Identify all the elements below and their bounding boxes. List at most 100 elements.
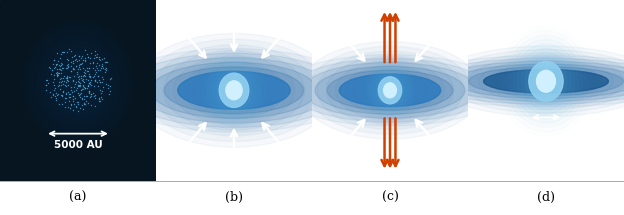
Ellipse shape xyxy=(469,67,623,96)
Point xyxy=(53,92,63,95)
Point xyxy=(99,56,109,60)
Point xyxy=(53,71,63,75)
Point xyxy=(74,54,84,58)
Point xyxy=(84,81,94,84)
Point xyxy=(47,68,57,72)
Point xyxy=(75,67,85,71)
Point xyxy=(67,94,77,98)
Point xyxy=(91,70,101,74)
Point xyxy=(48,93,58,96)
Point xyxy=(83,84,93,88)
Point xyxy=(49,66,59,69)
Point xyxy=(61,93,71,96)
Point xyxy=(70,97,80,100)
Point xyxy=(52,70,62,73)
Point xyxy=(69,86,79,89)
Point xyxy=(59,51,69,54)
Point xyxy=(61,76,71,80)
Point xyxy=(79,74,89,77)
Point xyxy=(85,83,95,86)
Point xyxy=(66,60,76,64)
Point xyxy=(66,69,76,72)
Point xyxy=(92,84,102,88)
Point xyxy=(59,50,69,54)
Point xyxy=(74,66,84,69)
Point xyxy=(46,72,56,75)
Point xyxy=(73,84,83,87)
Circle shape xyxy=(64,67,92,99)
Point xyxy=(76,82,85,85)
Point xyxy=(106,77,116,80)
Point xyxy=(63,105,73,108)
Point xyxy=(88,60,98,64)
Point xyxy=(54,67,64,71)
Point xyxy=(83,84,93,88)
Point xyxy=(62,62,72,65)
Point xyxy=(102,60,112,64)
Point xyxy=(59,90,69,93)
Point xyxy=(73,75,83,79)
Point xyxy=(56,71,66,75)
Point xyxy=(41,83,51,87)
Point xyxy=(65,106,75,109)
Ellipse shape xyxy=(124,53,344,127)
Point xyxy=(76,93,85,96)
Point xyxy=(62,78,72,81)
Point xyxy=(64,47,74,51)
Point xyxy=(65,96,75,99)
Point xyxy=(66,49,76,52)
Point xyxy=(63,59,73,62)
Point xyxy=(83,101,93,105)
Point xyxy=(47,68,57,72)
Point xyxy=(53,59,63,62)
Point xyxy=(43,81,53,84)
Point xyxy=(83,55,93,58)
Point xyxy=(57,102,67,105)
Point xyxy=(80,58,90,62)
Point xyxy=(71,57,80,60)
Point xyxy=(94,97,104,100)
Point xyxy=(92,55,102,59)
Point xyxy=(56,94,66,97)
Point xyxy=(74,59,84,62)
Point xyxy=(74,93,84,97)
Point xyxy=(60,96,70,99)
Ellipse shape xyxy=(137,58,331,123)
Point xyxy=(51,91,61,94)
Point xyxy=(77,83,87,87)
Point xyxy=(96,95,106,98)
Point xyxy=(95,80,105,84)
Point xyxy=(51,98,61,101)
Circle shape xyxy=(69,72,87,94)
Point xyxy=(64,93,74,96)
Point xyxy=(83,83,93,87)
Point xyxy=(74,84,84,87)
Circle shape xyxy=(213,66,255,115)
Point xyxy=(79,107,89,110)
Point xyxy=(79,78,89,81)
Point xyxy=(79,84,89,88)
Point xyxy=(56,63,66,66)
Point xyxy=(69,102,79,106)
Point xyxy=(55,65,65,68)
Point xyxy=(89,74,99,77)
Point xyxy=(97,64,107,68)
Point xyxy=(49,59,59,62)
Point xyxy=(92,53,102,56)
Point xyxy=(94,64,104,67)
Circle shape xyxy=(384,83,396,98)
Point xyxy=(68,99,78,102)
Point xyxy=(54,103,64,106)
Point xyxy=(74,80,84,83)
Point xyxy=(84,66,94,69)
Point xyxy=(97,80,107,84)
Point xyxy=(88,91,98,95)
Point xyxy=(51,97,61,100)
Point xyxy=(70,58,80,61)
Point xyxy=(89,105,99,108)
Point xyxy=(62,50,72,54)
Point xyxy=(92,66,102,69)
Point xyxy=(77,103,87,107)
Point xyxy=(101,67,111,70)
Point xyxy=(49,73,59,77)
